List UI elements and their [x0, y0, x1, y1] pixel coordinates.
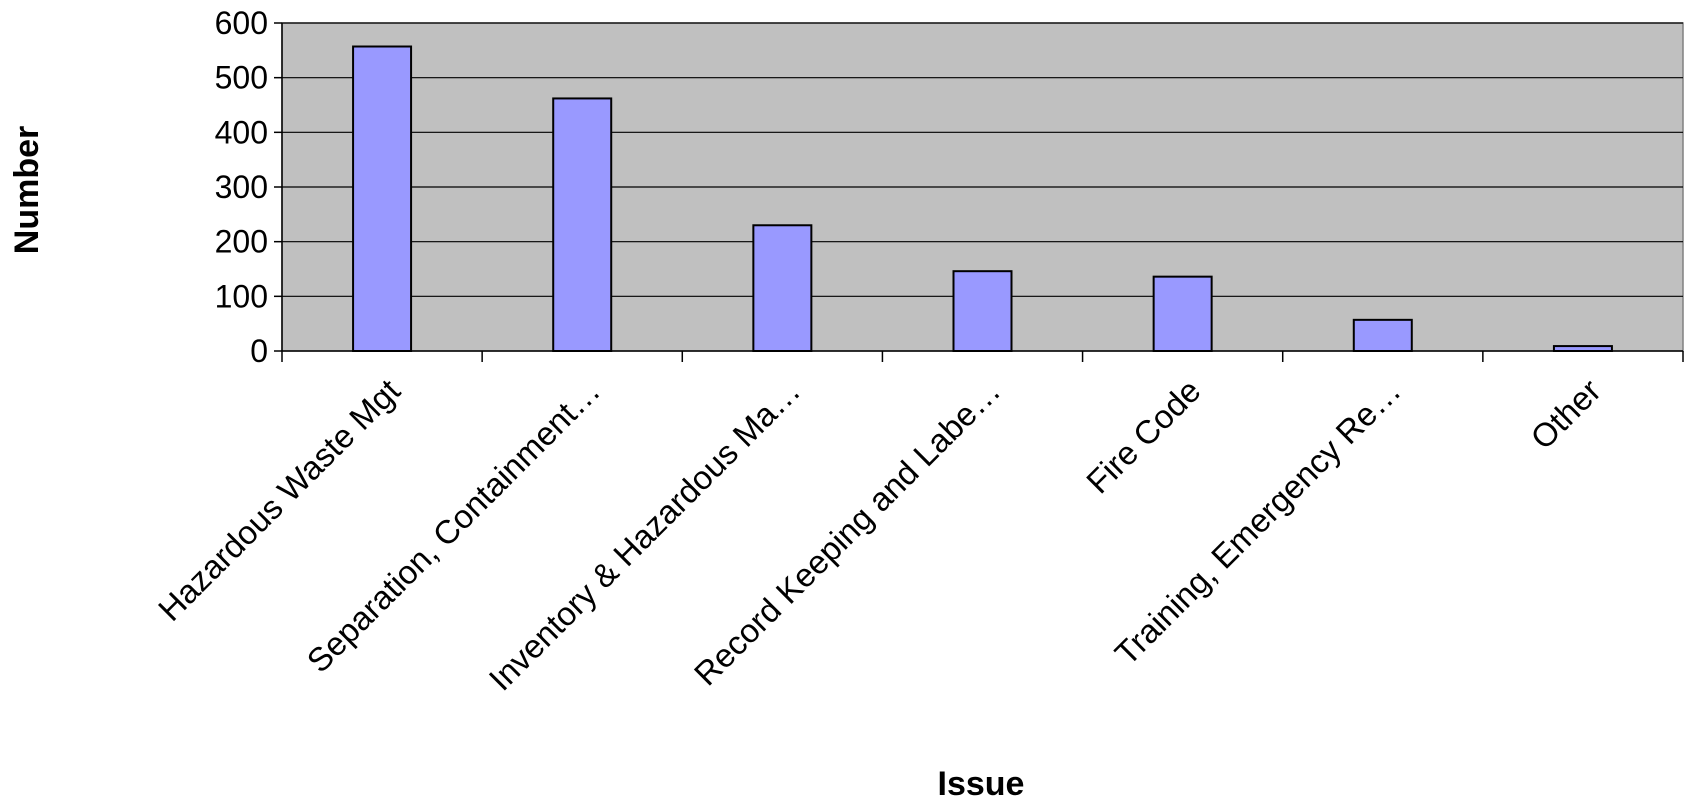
y-tick-label: 300 [215, 169, 268, 205]
bar [352, 45, 413, 353]
bar [952, 270, 1013, 353]
y-tick-label: 0 [250, 333, 268, 369]
x-category-label: Inventory & Hazardous Ma… [482, 372, 808, 698]
bar [1352, 318, 1413, 352]
x-category-label: Fire Code [1079, 372, 1208, 501]
axes [274, 22, 1684, 362]
x-category-label: Other [1523, 372, 1608, 457]
y-tick-label: 200 [215, 224, 268, 260]
y-tick-labels: 0 100 200 300 400 500 600 [215, 5, 268, 369]
y-axis-title: Number [8, 126, 46, 254]
y-tick-label: 100 [215, 278, 268, 314]
bar [752, 224, 813, 352]
bars [352, 45, 1613, 353]
y-tick-label: 600 [215, 5, 268, 41]
bar [1152, 275, 1213, 352]
y-tick-label: 400 [215, 114, 268, 150]
x-axis-title: Issue [938, 765, 1025, 803]
y-tick-label: 500 [215, 60, 268, 96]
gridlines [282, 22, 1683, 297]
bar [552, 97, 613, 352]
